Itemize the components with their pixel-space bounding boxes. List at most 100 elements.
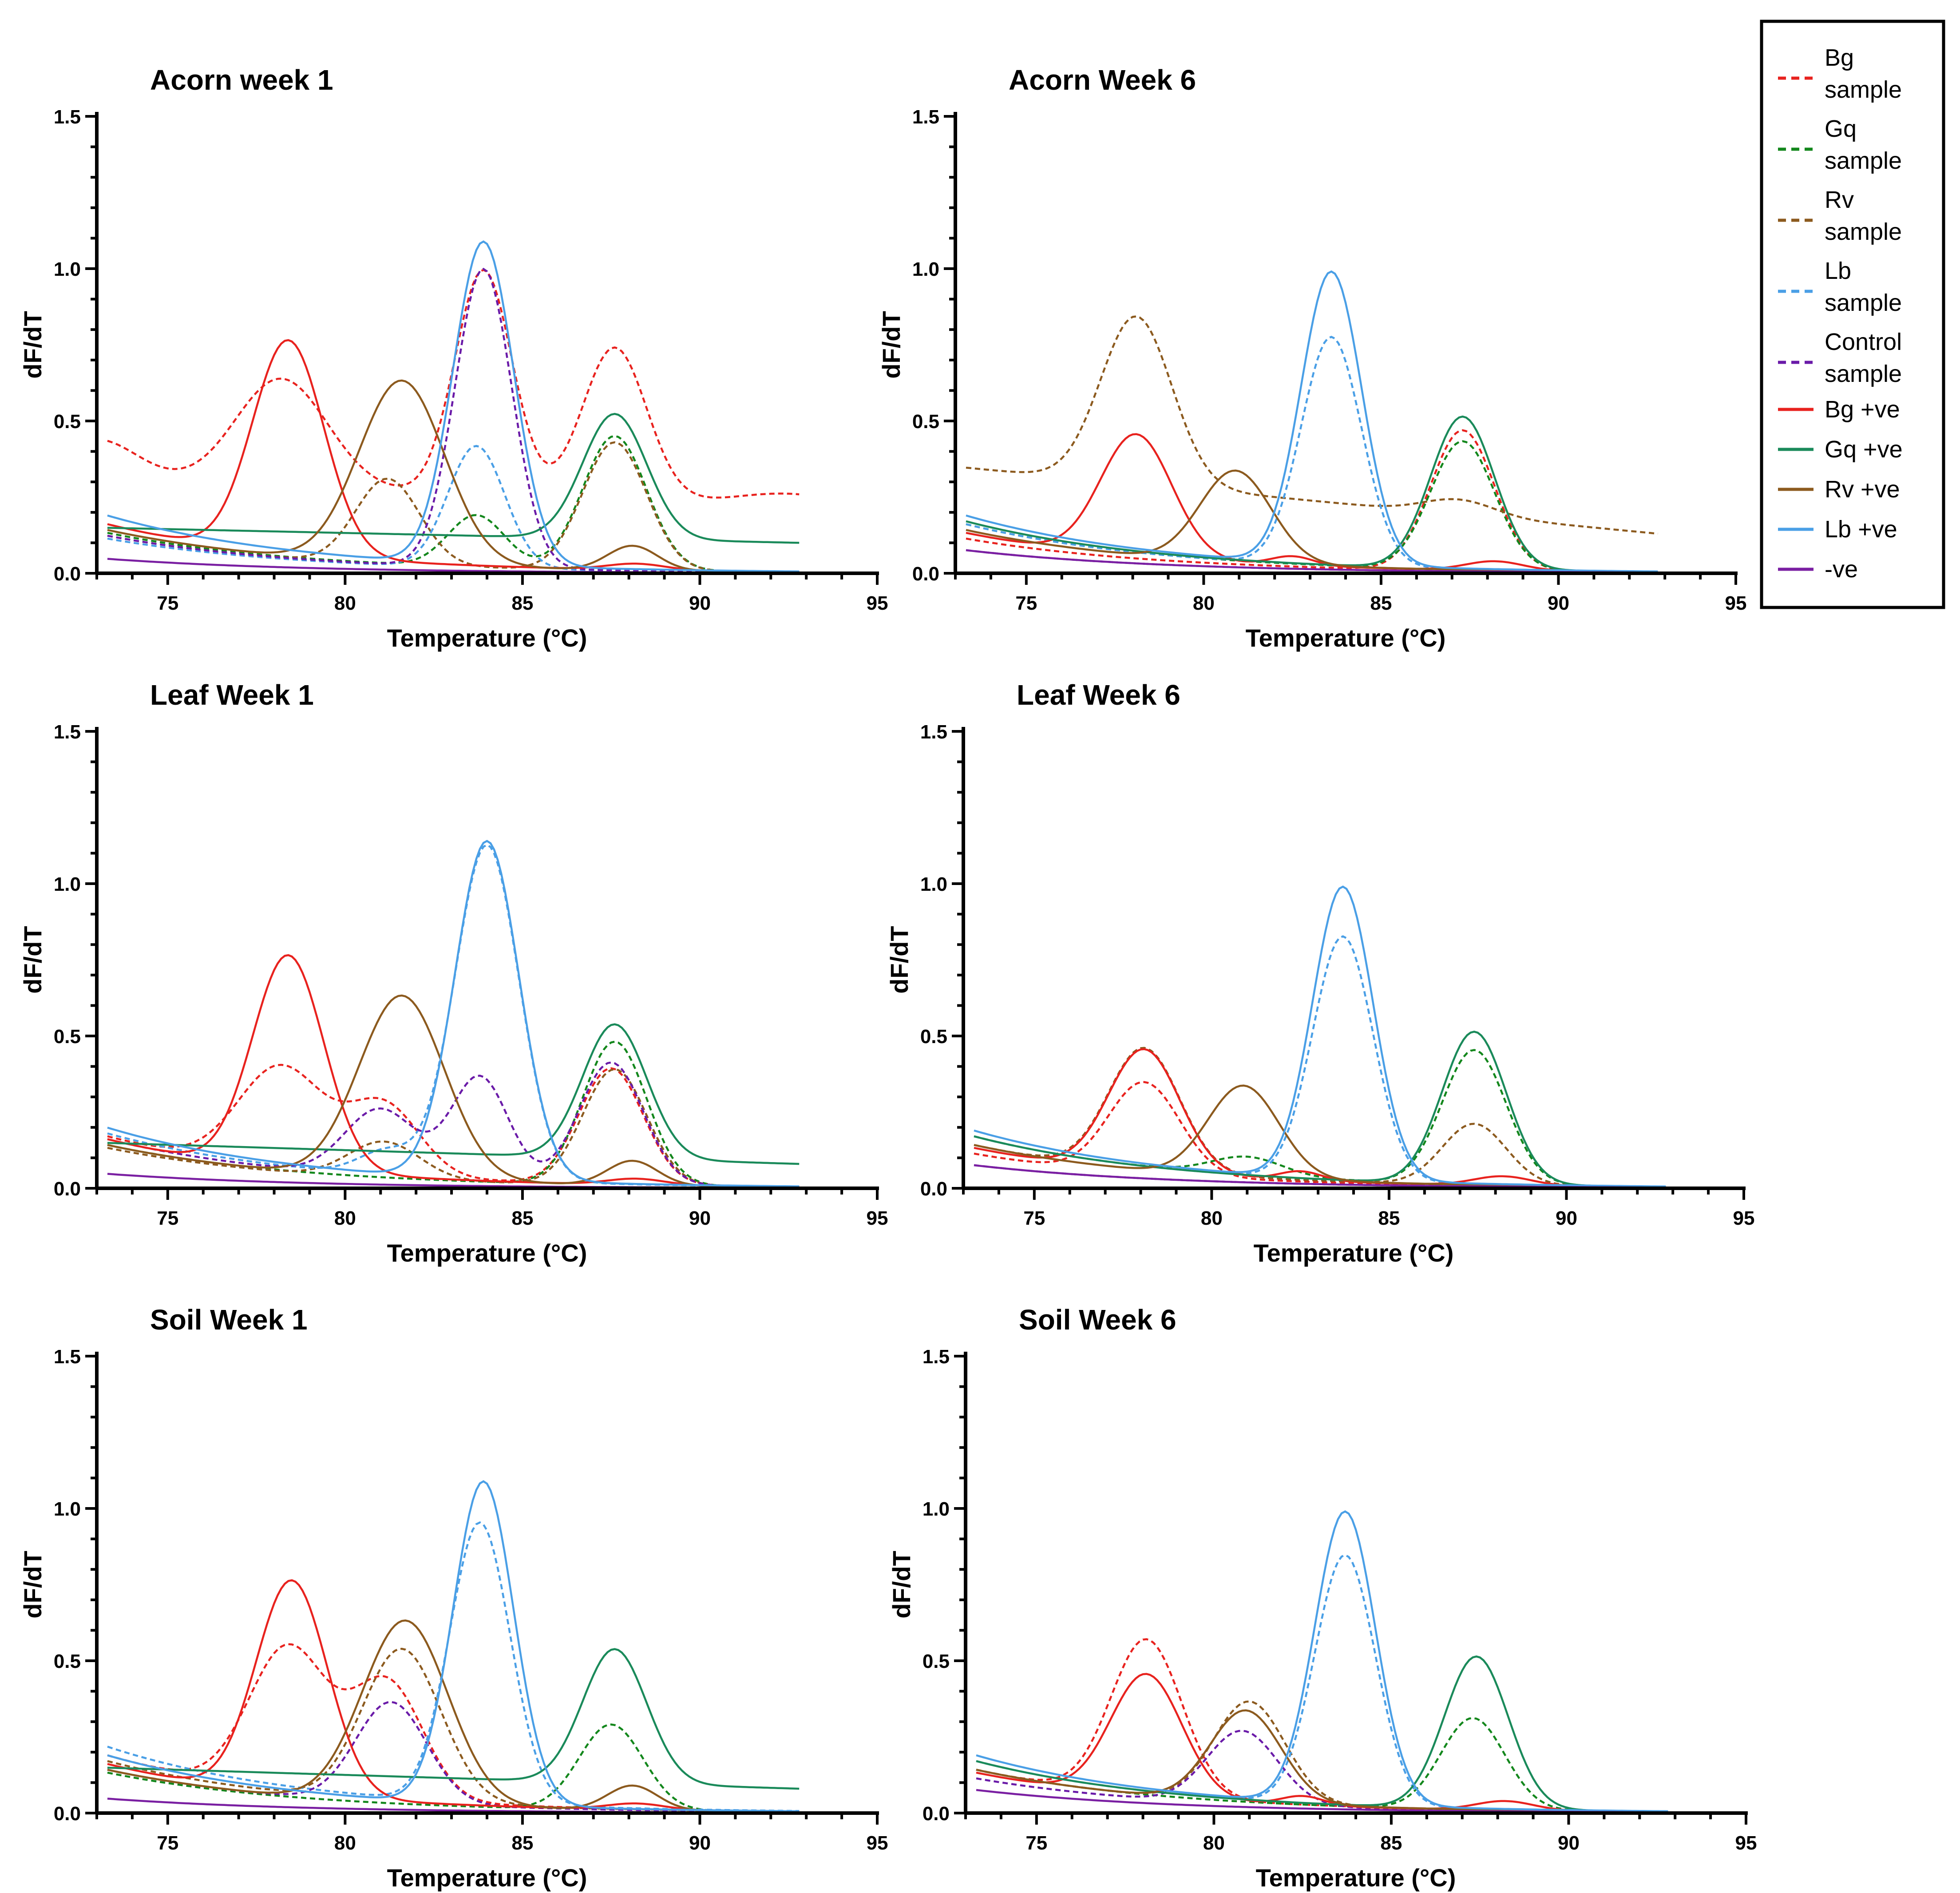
y-axis-label: dF/dT: [19, 311, 47, 378]
chart-panel-leaf-week-1: Leaf Week 1 0.0 0.5 1.0 1.5 75 80 85 90 95 Tempera…: [19, 679, 888, 1267]
series-line-rv-sample: [974, 1047, 1666, 1188]
series-line-lb-ve: [107, 840, 800, 1187]
x-tick-label: 90: [1556, 1207, 1577, 1229]
series-line-gq-sample: [976, 1717, 1668, 1813]
legend-label: Control: [1825, 329, 1902, 355]
y-tick-label: 1.0: [923, 1498, 950, 1520]
series-line-rv-sample: [107, 1068, 800, 1188]
series-line-lb-ve: [974, 885, 1666, 1188]
y-tick-label: 1.5: [912, 106, 939, 128]
legend-label: Bg: [1825, 44, 1854, 71]
x-tick-label: 85: [511, 1832, 533, 1854]
chart-panel-acorn-week-1: Acorn week 1 0.0 0.5 1.0 1.5 75 80 85 90 95 Temper…: [19, 64, 888, 652]
series-lines: [107, 840, 800, 1189]
series-line-gq-sample: [107, 1040, 800, 1188]
series-line-bg-sample: [107, 1643, 800, 1813]
y-axis-label: dF/dT: [19, 1551, 47, 1618]
y-tick-label: 0.0: [54, 1178, 81, 1200]
series-line-bg-ve: [107, 339, 800, 573]
y-axis-label: dF/dT: [887, 1551, 915, 1618]
series-line-bg-sample: [107, 269, 800, 499]
series-line-gq-ve: [966, 415, 1658, 573]
series-lines: [976, 1510, 1668, 1814]
x-tick-label: 75: [1015, 592, 1037, 614]
y-tick-label: 0.0: [920, 1178, 947, 1200]
x-axis-label: Temperature (°C): [387, 1864, 587, 1892]
x-axis-label: Temperature (°C): [1256, 1864, 1456, 1892]
x-tick-label: 80: [1201, 1207, 1223, 1229]
series-line-control-sample: [107, 268, 800, 573]
series-line-rv-sample: [107, 1647, 800, 1813]
series-line-rv-ve: [974, 1084, 1666, 1188]
series-line-rv-ve: [107, 994, 800, 1188]
x-axis-label: Temperature (°C): [387, 1239, 587, 1267]
legend-label: -ve: [1825, 556, 1858, 583]
legend-item-gq-ve: Gq +ve: [1778, 436, 1903, 463]
y-axis-label: dF/dT: [877, 311, 905, 378]
series-line-rv-ve: [966, 469, 1658, 573]
panels: Acorn week 1 0.0 0.5 1.0 1.5 75 80 85 90 95 Temper…: [19, 64, 1757, 1892]
series-line-rv-ve: [107, 1619, 800, 1813]
series-lines: [107, 240, 800, 574]
series-line-control-sample: [107, 1061, 800, 1188]
x-tick-label: 80: [334, 1832, 356, 1854]
x-tick-label: 75: [1026, 1832, 1047, 1854]
y-tick-label: 1.5: [920, 721, 947, 743]
y-tick-label: 1.5: [54, 721, 81, 743]
legend-items: Bg sample Gq sample Rv sample Lb sample Control s…: [1778, 44, 1903, 583]
series-lines: [974, 885, 1666, 1189]
y-tick-label: 0.5: [54, 1026, 81, 1048]
x-tick-label: 85: [1380, 1832, 1402, 1854]
y-tick-label: 1.0: [912, 258, 939, 280]
series-line-bg-ve: [966, 433, 1658, 573]
x-tick-label: 80: [334, 592, 356, 614]
series-line-rv-sample: [966, 315, 1658, 535]
x-tick-label: 95: [1733, 1207, 1755, 1229]
series-line-lb-ve: [107, 1480, 800, 1813]
legend-item-lb-ve: Lb +ve: [1778, 516, 1897, 543]
y-tick-label: 1.5: [54, 1346, 81, 1368]
chart-title: Soil Week 6: [1019, 1304, 1176, 1336]
y-tick-label: 1.5: [54, 106, 81, 128]
legend: Bg sample Gq sample Rv sample Lb sample Control s…: [1760, 20, 1945, 609]
legend-label-line2: sample: [1825, 290, 1902, 316]
legend-label-line2: sample: [1825, 76, 1902, 103]
legend-label: Lb: [1825, 258, 1851, 284]
x-tick-label: 75: [157, 1832, 178, 1854]
series-line-rv-ve: [107, 379, 800, 573]
x-tick-label: 85: [511, 1207, 533, 1229]
series-line-lb-sample: [974, 935, 1666, 1188]
chart-title: Acorn week 1: [150, 64, 333, 96]
x-axis-label: Temperature (°C): [1254, 1239, 1454, 1267]
y-tick-label: 0.5: [54, 1651, 81, 1672]
x-tick-label: 80: [334, 1207, 356, 1229]
legend-label-line2: sample: [1825, 147, 1902, 174]
x-tick-label: 75: [157, 592, 178, 614]
chart-panel-acorn-week-6: Acorn Week 6 0.0 0.5 1.0 1.5 75 80 85 90 95 Temper…: [877, 64, 1746, 652]
y-tick-label: 1.5: [923, 1346, 950, 1368]
legend-label: Gq: [1825, 115, 1857, 142]
chart-title: Acorn Week 6: [1009, 64, 1196, 96]
series-line-lb-sample: [107, 843, 800, 1188]
x-tick-label: 95: [867, 1832, 888, 1854]
series-line-control-sample: [107, 1701, 800, 1813]
legend-label: Lb +ve: [1825, 516, 1897, 543]
legend-label-line2: sample: [1825, 218, 1902, 245]
series-line-bg-ve: [107, 1579, 800, 1813]
y-axis-label: dF/dT: [885, 926, 913, 993]
legend-item-rv-ve: Rv +ve: [1778, 476, 1900, 503]
chart-panel-soil-week-6: Soil Week 6 0.0 0.5 1.0 1.5 75 80 85 90 95 Tempera…: [887, 1304, 1757, 1892]
x-axis-label: Temperature (°C): [1246, 624, 1446, 652]
chart-panel-soil-week-1: Soil Week 1 0.0 0.5 1.0 1.5 75 80 85 90 95 Tempera…: [19, 1304, 888, 1892]
y-tick-label: 1.0: [54, 1498, 81, 1520]
y-tick-label: 0.0: [54, 563, 81, 585]
x-tick-label: 90: [689, 592, 711, 614]
series-line-lb-ve: [966, 270, 1658, 573]
legend-item-lb-sample: Lb sample: [1778, 258, 1902, 316]
series-line-gq-ve: [107, 413, 800, 544]
x-tick-label: 95: [1735, 1832, 1757, 1854]
legend-label: Rv: [1825, 187, 1854, 213]
x-axis-label: Temperature (°C): [387, 624, 587, 652]
chart-title: Leaf Week 1: [150, 679, 314, 711]
